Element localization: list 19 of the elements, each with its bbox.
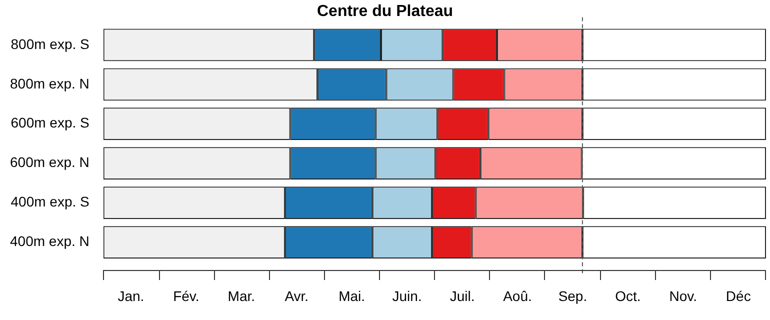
- text: Juin.: [391, 288, 423, 304]
- y-tick-label: 600m exp. S: [10, 114, 90, 131]
- text: Sep.: [557, 288, 588, 304]
- text: Jan.: [116, 288, 146, 304]
- y-tick-label: 800m exp. S: [10, 36, 90, 52]
- text: Nov.: [668, 288, 698, 304]
- y-tick-label: 800m exp. N: [10, 75, 90, 92]
- y-tick-label: 400m exp. N: [10, 233, 90, 250]
- text: Déc: [724, 288, 752, 304]
- text: Aoû.: [502, 288, 533, 304]
- text: Juil.: [448, 288, 476, 304]
- y-tick-label: 400m exp. S: [10, 194, 90, 210]
- text: Avr.: [284, 288, 310, 304]
- chart-title: Centre du Plateau: [316, 3, 454, 20]
- text: Oct.: [614, 288, 642, 304]
- text: Mar.: [226, 288, 256, 304]
- text: Fév.: [172, 288, 200, 304]
- text: Mai.: [338, 288, 366, 304]
- y-tick-label: 600m exp. N: [10, 154, 90, 170]
